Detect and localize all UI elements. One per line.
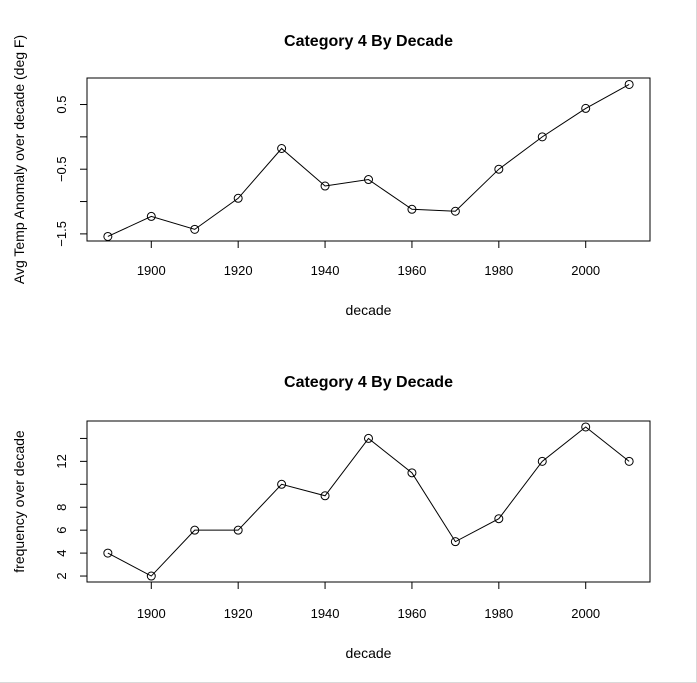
data-point	[277, 144, 287, 154]
data-point	[146, 571, 156, 581]
plot-frame	[86, 420, 651, 583]
data-point	[450, 206, 460, 216]
data-point	[581, 103, 591, 113]
series-line	[107, 84, 630, 237]
y-tick-label: −1.5	[54, 221, 69, 247]
x-axis-label: decade	[346, 302, 392, 318]
x-axis-label: decade	[346, 645, 392, 661]
x-tick-label: 1940	[311, 263, 340, 278]
data-point	[494, 514, 504, 524]
chart-title: Category 4 By Decade	[284, 33, 453, 50]
x-tick-label: 1920	[224, 606, 253, 621]
y-tick-label: 4	[54, 549, 69, 556]
data-point	[146, 211, 156, 221]
data-point	[364, 433, 373, 443]
y-axis-label: Avg Temp Anomaly over decade (deg F)	[11, 35, 27, 284]
plot-frame	[86, 77, 651, 242]
y-tick-label: 8	[54, 504, 69, 511]
y-tick-label: 2	[54, 572, 69, 579]
x-tick-label: 1960	[397, 606, 426, 621]
data-point	[190, 224, 200, 234]
x-tick-label: 1980	[484, 606, 513, 621]
data-point	[407, 468, 417, 478]
x-tick-label: 1920	[224, 263, 253, 278]
y-axis-label: frequency over decade	[11, 430, 27, 573]
data-point	[190, 525, 200, 535]
y-tick-label: 6	[54, 527, 69, 534]
data-point	[103, 548, 113, 558]
data-point	[233, 193, 243, 203]
series-line	[107, 426, 630, 577]
data-point	[320, 491, 330, 501]
y-tick-label: 12	[54, 454, 69, 468]
data-point	[537, 456, 547, 466]
data-point	[494, 164, 504, 174]
data-point	[624, 456, 634, 466]
x-tick-label: 1900	[137, 606, 166, 621]
x-tick-label: 1900	[137, 263, 166, 278]
data-point	[537, 132, 547, 142]
data-point	[581, 422, 591, 432]
x-tick-label: 2000	[571, 606, 600, 621]
y-tick-label: 0.5	[54, 95, 69, 113]
x-tick-label: 2000	[571, 263, 600, 278]
data-point	[407, 204, 417, 214]
x-tick-label: 1980	[484, 263, 513, 278]
data-point	[277, 479, 287, 489]
x-tick-label: 1940	[311, 606, 340, 621]
x-tick-label: 1960	[397, 263, 426, 278]
chart-title: Category 4 By Decade	[284, 374, 453, 391]
data-point	[364, 175, 373, 185]
data-point	[233, 525, 243, 535]
data-point	[624, 79, 634, 89]
data-point	[320, 181, 330, 191]
data-point	[103, 231, 113, 241]
data-point	[450, 537, 460, 547]
y-tick-label: −0.5	[54, 156, 69, 182]
